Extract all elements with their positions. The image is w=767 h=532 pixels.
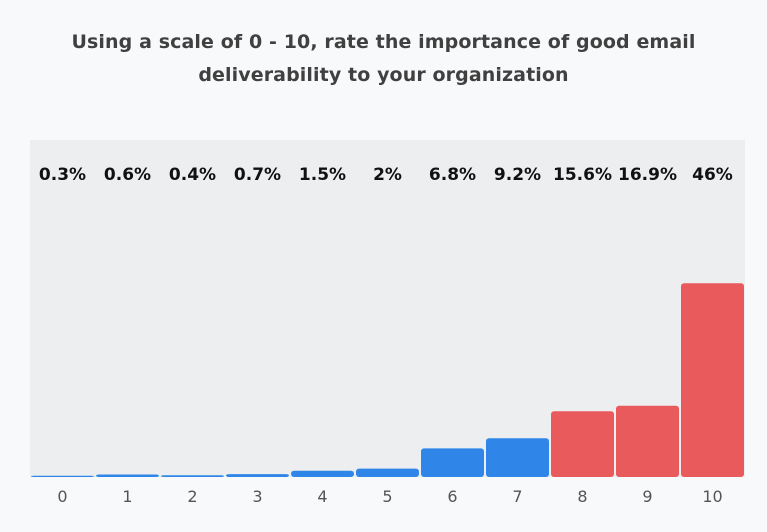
value-labels-group: 0.3% 0.6% 0.4% 0.7% 1.5% 2% 6.8% 9.2% 15.6% 16.9%…	[39, 165, 733, 185]
bar-3	[226, 474, 289, 477]
x-tick-2: 2	[187, 487, 197, 506]
bar-6	[421, 448, 484, 477]
x-tick-0: 0	[57, 487, 67, 506]
bar-8	[551, 411, 614, 477]
x-tick-10: 10	[702, 487, 722, 506]
x-tick-7: 7	[512, 487, 522, 506]
x-tick-4: 4	[317, 487, 327, 506]
x-tick-6: 6	[447, 487, 457, 506]
bar-0	[31, 475, 94, 477]
value-label-10: 46%	[692, 165, 733, 185]
value-label-1: 0.6%	[104, 165, 151, 185]
value-label-9: 16.9%	[618, 165, 677, 185]
value-label-2: 0.4%	[169, 165, 216, 185]
value-label-5: 2%	[373, 165, 402, 185]
value-label-6: 6.8%	[429, 165, 476, 185]
value-label-3: 0.7%	[234, 165, 281, 185]
bar-1	[96, 474, 159, 477]
value-label-7: 9.2%	[494, 165, 541, 185]
bar-4	[291, 470, 354, 477]
bar-5	[356, 468, 419, 477]
chart-title: Using a scale of 0 - 10, rate the import…	[0, 26, 767, 92]
bars-group	[31, 283, 744, 477]
x-tick-9: 9	[642, 487, 652, 506]
value-label-0: 0.3%	[39, 165, 86, 185]
bar-2	[161, 475, 224, 477]
x-tick-3: 3	[252, 487, 262, 506]
bar-9	[616, 405, 679, 477]
x-tick-8: 8	[577, 487, 587, 506]
x-tick-5: 5	[382, 487, 392, 506]
chart-title-line-2: deliverability to your organization	[198, 64, 569, 86]
value-label-4: 1.5%	[299, 165, 346, 185]
value-label-8: 15.6%	[553, 165, 612, 185]
chart-title-line-1: Using a scale of 0 - 10, rate the import…	[71, 31, 696, 53]
bar-7	[486, 438, 549, 477]
x-ticks-group: 0 1 2 3 4 5 6 7 8 9 10	[57, 487, 722, 506]
bar-10	[681, 283, 744, 477]
x-tick-1: 1	[122, 487, 132, 506]
